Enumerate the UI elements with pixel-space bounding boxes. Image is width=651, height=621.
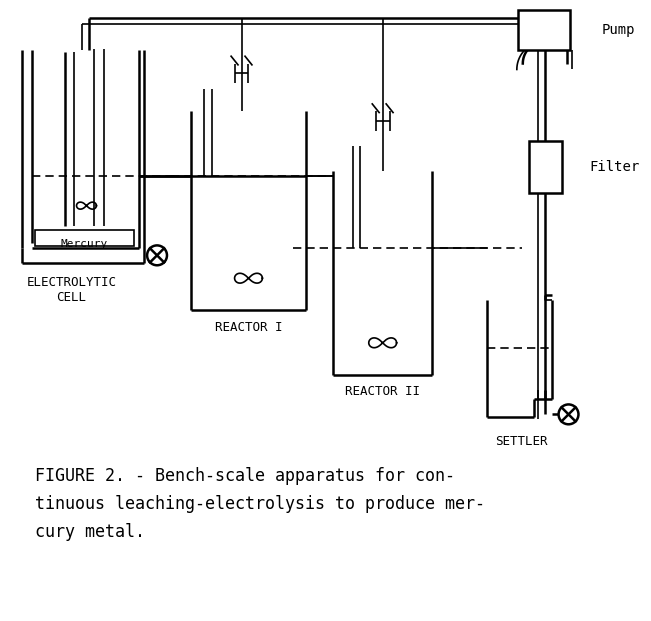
Text: cury metal.: cury metal. xyxy=(35,523,145,541)
Bar xyxy=(518,10,570,50)
Text: REACTOR I: REACTOR I xyxy=(215,322,283,334)
Text: Pump: Pump xyxy=(602,23,635,37)
Text: FIGURE 2. - Bench-scale apparatus for con-: FIGURE 2. - Bench-scale apparatus for co… xyxy=(35,467,455,485)
Text: Mercury: Mercury xyxy=(61,240,108,250)
Bar xyxy=(35,230,134,247)
Text: tinuous leaching-electrolysis to produce mer-: tinuous leaching-electrolysis to produce… xyxy=(35,495,485,513)
Text: REACTOR II: REACTOR II xyxy=(345,385,420,398)
Text: SETTLER: SETTLER xyxy=(495,435,548,448)
Bar xyxy=(529,141,562,193)
Circle shape xyxy=(559,404,579,424)
Text: Filter: Filter xyxy=(589,160,640,174)
Text: ELECTROLYTIC
CELL: ELECTROLYTIC CELL xyxy=(27,276,117,304)
Circle shape xyxy=(147,245,167,265)
